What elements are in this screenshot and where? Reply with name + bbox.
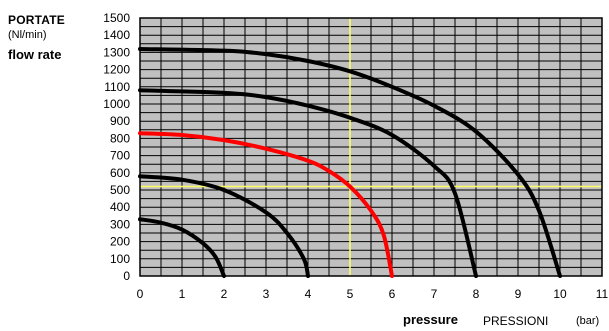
y-axis-unit: (Nl/min): [8, 29, 47, 41]
series-line-1: [138, 217, 226, 278]
y-tick-label: 1300: [103, 45, 130, 59]
y-tick-label: 900: [110, 114, 130, 128]
y-tick-label: 1400: [103, 28, 130, 42]
y-tick-label: 1200: [103, 63, 130, 77]
y-tick-label: 0: [123, 269, 130, 283]
x-axis-title: pressure: [403, 312, 458, 327]
y-tick-label: 1500: [103, 11, 130, 25]
y-axis-subtitle: flow rate: [8, 47, 62, 62]
x-tick-label: 6: [389, 287, 396, 301]
series-line-4: [138, 88, 478, 278]
x-tick-label: 1: [179, 287, 186, 301]
x-tick-label: 0: [137, 287, 144, 301]
x-tick-label: 10: [553, 287, 567, 301]
y-tick-label: 500: [110, 183, 130, 197]
y-axis-title: PORTATE: [8, 13, 65, 27]
y-tick-label: 400: [110, 200, 130, 214]
x-tick-label: 3: [263, 287, 270, 301]
x-tick-label: 5: [347, 287, 354, 301]
x-axis-unit: (bar): [576, 315, 600, 327]
y-tick-label: 700: [110, 149, 130, 163]
y-tick-label: 1000: [103, 97, 130, 111]
series-line-3: [138, 131, 394, 278]
x-tick-label: 9: [515, 287, 522, 301]
x-tick-label: 7: [431, 287, 438, 301]
y-tick-label: 100: [110, 252, 130, 266]
x-tick-label: 2: [221, 287, 228, 301]
y-tick-label: 1100: [104, 80, 130, 94]
x-tick-label: 8: [473, 287, 480, 301]
x-tick-label: 4: [305, 287, 312, 301]
y-tick-label: 800: [110, 131, 130, 145]
series-line-5: [138, 46, 562, 278]
y-tick-label: 200: [110, 235, 130, 249]
plot-border: [139, 17, 603, 277]
y-tick-label: 300: [110, 217, 130, 231]
series-line-2: [138, 174, 310, 278]
x-tick-label: 11: [596, 287, 609, 301]
x-axis-title-italian: PRESSIONI: [483, 314, 549, 328]
y-tick-label: 600: [110, 166, 130, 180]
